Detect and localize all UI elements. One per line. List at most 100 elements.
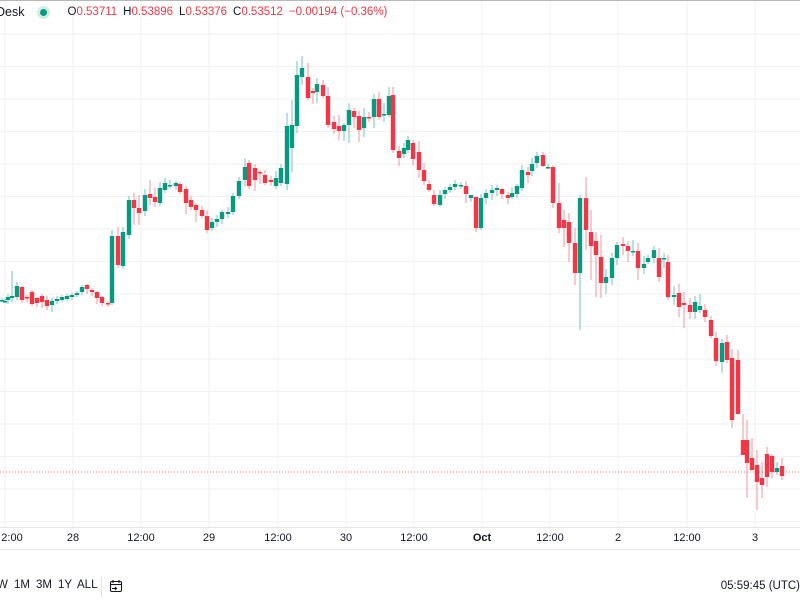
time-axis-label: 29 <box>202 532 216 544</box>
candle-body <box>405 140 411 150</box>
high-value: 0.53896 <box>131 6 174 18</box>
candle-body <box>131 200 137 208</box>
candle-body <box>566 222 572 243</box>
candle-body <box>64 296 70 299</box>
candle-body <box>744 440 750 463</box>
candle-body <box>416 152 422 170</box>
time-axis-label: 12:00 <box>264 532 292 544</box>
candle-body <box>341 125 347 131</box>
candle-body <box>0 300 5 302</box>
calendar-goto-icon[interactable] <box>109 579 123 593</box>
candle-body <box>729 358 735 420</box>
candle-body <box>162 183 168 190</box>
symbol-name[interactable]: Desk <box>0 5 25 19</box>
candle-body <box>289 125 295 148</box>
candle-body <box>545 167 551 169</box>
candle-body <box>94 292 100 298</box>
candle-body <box>356 116 362 130</box>
candle-body <box>697 306 703 310</box>
candle-body <box>126 200 132 235</box>
candle-body <box>702 310 708 317</box>
candle-body <box>583 198 589 230</box>
candle-body <box>651 250 657 258</box>
candle-body <box>29 292 35 304</box>
range-button-1y[interactable]: 1Y <box>58 579 73 591</box>
close-value: 0.53512 <box>241 6 283 18</box>
range-button-all[interactable]: ALL <box>77 579 98 591</box>
candle-body <box>230 196 236 212</box>
candle-body <box>284 126 290 184</box>
candle-body <box>54 299 60 301</box>
candle-body <box>89 290 95 292</box>
candle-body <box>214 219 220 222</box>
range-button-w[interactable]: W <box>0 579 8 591</box>
candle-body <box>713 338 719 361</box>
candle-body <box>676 293 682 307</box>
candle-body <box>769 456 775 472</box>
candle-body <box>447 187 453 190</box>
candle-body <box>478 198 484 228</box>
change-value: −0.00194 (−0.36%) <box>288 6 388 18</box>
candle-body <box>183 189 189 203</box>
candle-body <box>225 212 231 214</box>
candle-body <box>468 195 474 198</box>
candle-body <box>314 84 320 92</box>
utc-clock[interactable]: 05:59:45 (UTC) <box>720 580 800 592</box>
candle-body <box>452 184 458 187</box>
candle-body <box>310 91 316 93</box>
candle-body <box>167 185 173 187</box>
open-value: 0.53711 <box>76 6 118 18</box>
candle-body <box>437 195 443 205</box>
range-button-1m[interactable]: 1M <box>14 579 30 591</box>
candle-body <box>671 295 677 297</box>
candle-body <box>14 286 20 297</box>
candle-body <box>458 185 464 187</box>
candle-body <box>499 189 505 194</box>
candle-body <box>246 163 252 186</box>
candle-body <box>361 117 367 128</box>
candle-body <box>44 300 50 306</box>
candle-body <box>157 188 163 203</box>
candle-body <box>219 212 225 219</box>
candle-body <box>598 257 604 283</box>
candle-body <box>305 77 311 98</box>
low-label: L <box>179 6 186 18</box>
candle-body <box>421 170 427 181</box>
time-axis-label: 12:00 <box>400 532 428 544</box>
candle-body <box>99 297 105 303</box>
candle-body <box>299 68 305 77</box>
candle-body <box>204 216 210 230</box>
candle-body <box>724 342 730 360</box>
candle-body <box>708 320 714 336</box>
candle-body <box>593 241 599 255</box>
candle-body <box>262 175 268 183</box>
candle-body <box>19 287 25 300</box>
candle-body <box>199 210 205 216</box>
candle-body <box>120 232 126 266</box>
candle-body <box>236 181 242 196</box>
candle-body <box>505 195 511 198</box>
time-axis[interactable]: 2:00 28 12:00 29 12:00 30 12:00 Oct 12:00 2 12:00 3 <box>0 527 800 550</box>
candle-body <box>534 156 540 163</box>
candle-body <box>390 95 396 150</box>
candle-body <box>177 184 183 192</box>
candle-body <box>410 143 416 159</box>
candle-body <box>346 110 352 125</box>
candle-body <box>142 195 148 211</box>
candle-body <box>188 200 194 207</box>
candle-body <box>252 168 258 180</box>
candle-body <box>24 297 30 299</box>
candle-body <box>294 75 300 126</box>
candle-body <box>371 99 377 117</box>
candle-body <box>69 295 75 297</box>
range-button-3m[interactable]: 3M <box>36 579 52 591</box>
candle-body <box>74 293 80 295</box>
candle-body <box>426 184 432 190</box>
candle-body <box>561 220 567 228</box>
candle-body <box>774 468 780 472</box>
candlestick-chart[interactable] <box>0 0 800 527</box>
time-axis-label: 12:00 <box>673 532 701 544</box>
candle-body <box>489 190 495 193</box>
candle-body <box>431 195 437 204</box>
candle-body <box>381 114 387 116</box>
